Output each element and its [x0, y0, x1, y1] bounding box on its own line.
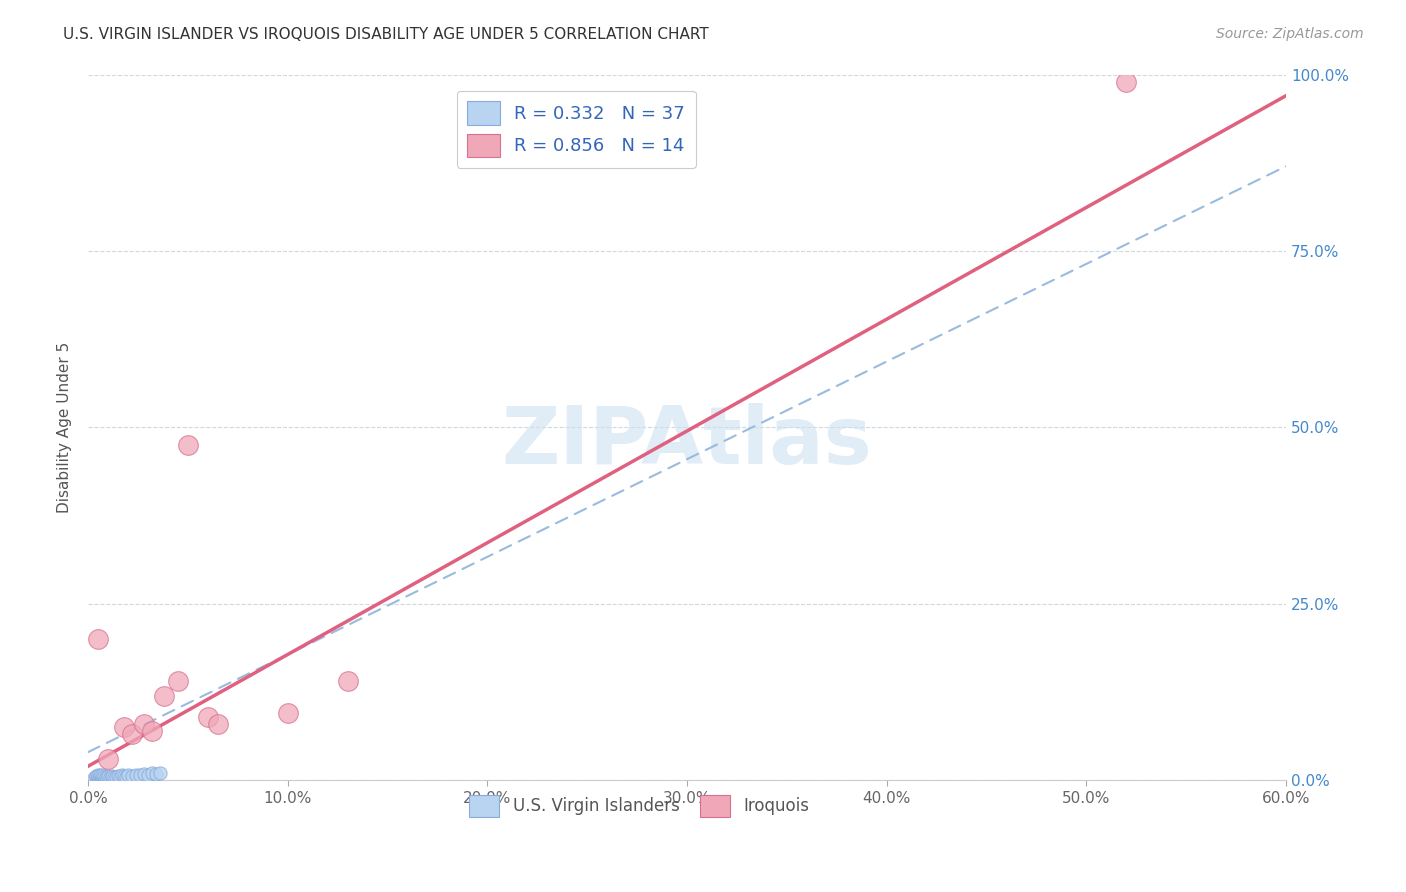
Point — [1115, 74, 1137, 88]
Point — [87, 632, 110, 647]
Point — [336, 674, 359, 689]
Point — [84, 769, 107, 783]
Point — [108, 770, 131, 784]
Point — [105, 771, 128, 785]
Point — [177, 438, 200, 452]
Point — [145, 767, 167, 781]
Point — [136, 767, 159, 781]
Point — [94, 770, 117, 784]
Point — [93, 769, 115, 783]
Point — [141, 766, 163, 780]
Point — [117, 768, 139, 782]
Point — [97, 752, 120, 766]
Point — [97, 771, 120, 785]
Legend: U.S. Virgin Islanders, Iroquois: U.S. Virgin Islanders, Iroquois — [461, 787, 817, 825]
Point — [153, 689, 176, 703]
Point — [132, 716, 155, 731]
Point — [132, 767, 155, 781]
Point — [94, 771, 117, 785]
Point — [89, 767, 111, 781]
Point — [121, 727, 143, 741]
Point — [91, 770, 114, 784]
Point — [91, 771, 114, 785]
Point — [125, 767, 148, 781]
Point — [93, 771, 115, 785]
Point — [101, 769, 124, 783]
Point — [167, 674, 190, 689]
Text: U.S. VIRGIN ISLANDER VS IROQUOIS DISABILITY AGE UNDER 5 CORRELATION CHART: U.S. VIRGIN ISLANDER VS IROQUOIS DISABIL… — [63, 27, 709, 42]
Point — [111, 768, 134, 782]
Text: Source: ZipAtlas.com: Source: ZipAtlas.com — [1216, 27, 1364, 41]
Point — [83, 771, 105, 785]
Point — [87, 770, 110, 784]
Text: ZIPAtlas: ZIPAtlas — [502, 402, 873, 481]
Point — [97, 769, 120, 783]
Point — [112, 769, 135, 783]
Point — [277, 706, 299, 721]
Point — [197, 710, 219, 724]
Point — [87, 768, 110, 782]
Point — [89, 771, 111, 785]
Point — [84, 771, 107, 785]
Point — [103, 770, 125, 784]
Point — [101, 771, 124, 785]
Point — [89, 769, 111, 783]
Point — [98, 770, 121, 784]
Y-axis label: Disability Age Under 5: Disability Age Under 5 — [58, 342, 72, 513]
Point — [91, 768, 114, 782]
Point — [112, 720, 135, 734]
Point — [115, 770, 138, 784]
Point — [129, 768, 152, 782]
Point — [207, 716, 229, 731]
Point — [87, 771, 110, 785]
Point — [121, 769, 143, 783]
Point — [107, 769, 129, 783]
Point — [141, 723, 163, 738]
Point — [149, 765, 172, 780]
